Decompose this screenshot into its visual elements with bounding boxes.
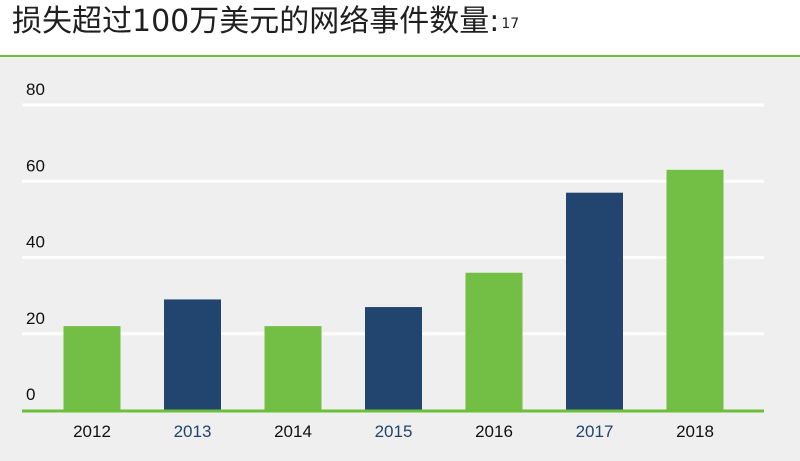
chart-title: 损失超过100万美元的网络事件数量: 17: [12, 2, 519, 42]
bar-2017: [566, 192, 623, 410]
bar-2014: [264, 326, 322, 410]
bar-2013: [164, 299, 221, 410]
x-tick-label: 2012: [73, 422, 111, 441]
x-tick-label: 2016: [475, 422, 513, 441]
x-tick-label: 2017: [576, 422, 614, 441]
bar-2018: [666, 169, 724, 410]
x-tick-label: 2018: [676, 422, 714, 441]
y-tick-label: 20: [26, 309, 45, 328]
bar-2016: [465, 272, 523, 410]
y-tick-label: 80: [26, 80, 45, 99]
footnote-marker: 17: [501, 16, 520, 32]
y-tick-label: 40: [26, 233, 45, 252]
bar-2015: [365, 307, 422, 410]
y-tick-label: 0: [26, 385, 35, 404]
x-tick-label: 2014: [274, 422, 312, 441]
bar-2012: [63, 326, 121, 410]
x-tick-label: 2015: [375, 422, 413, 441]
y-tick-label: 60: [26, 156, 45, 175]
chart-title-text: 损失超过100万美元的网络事件数量:: [12, 4, 500, 39]
x-tick-label: 2013: [174, 422, 212, 441]
top-rule: [0, 55, 800, 57]
